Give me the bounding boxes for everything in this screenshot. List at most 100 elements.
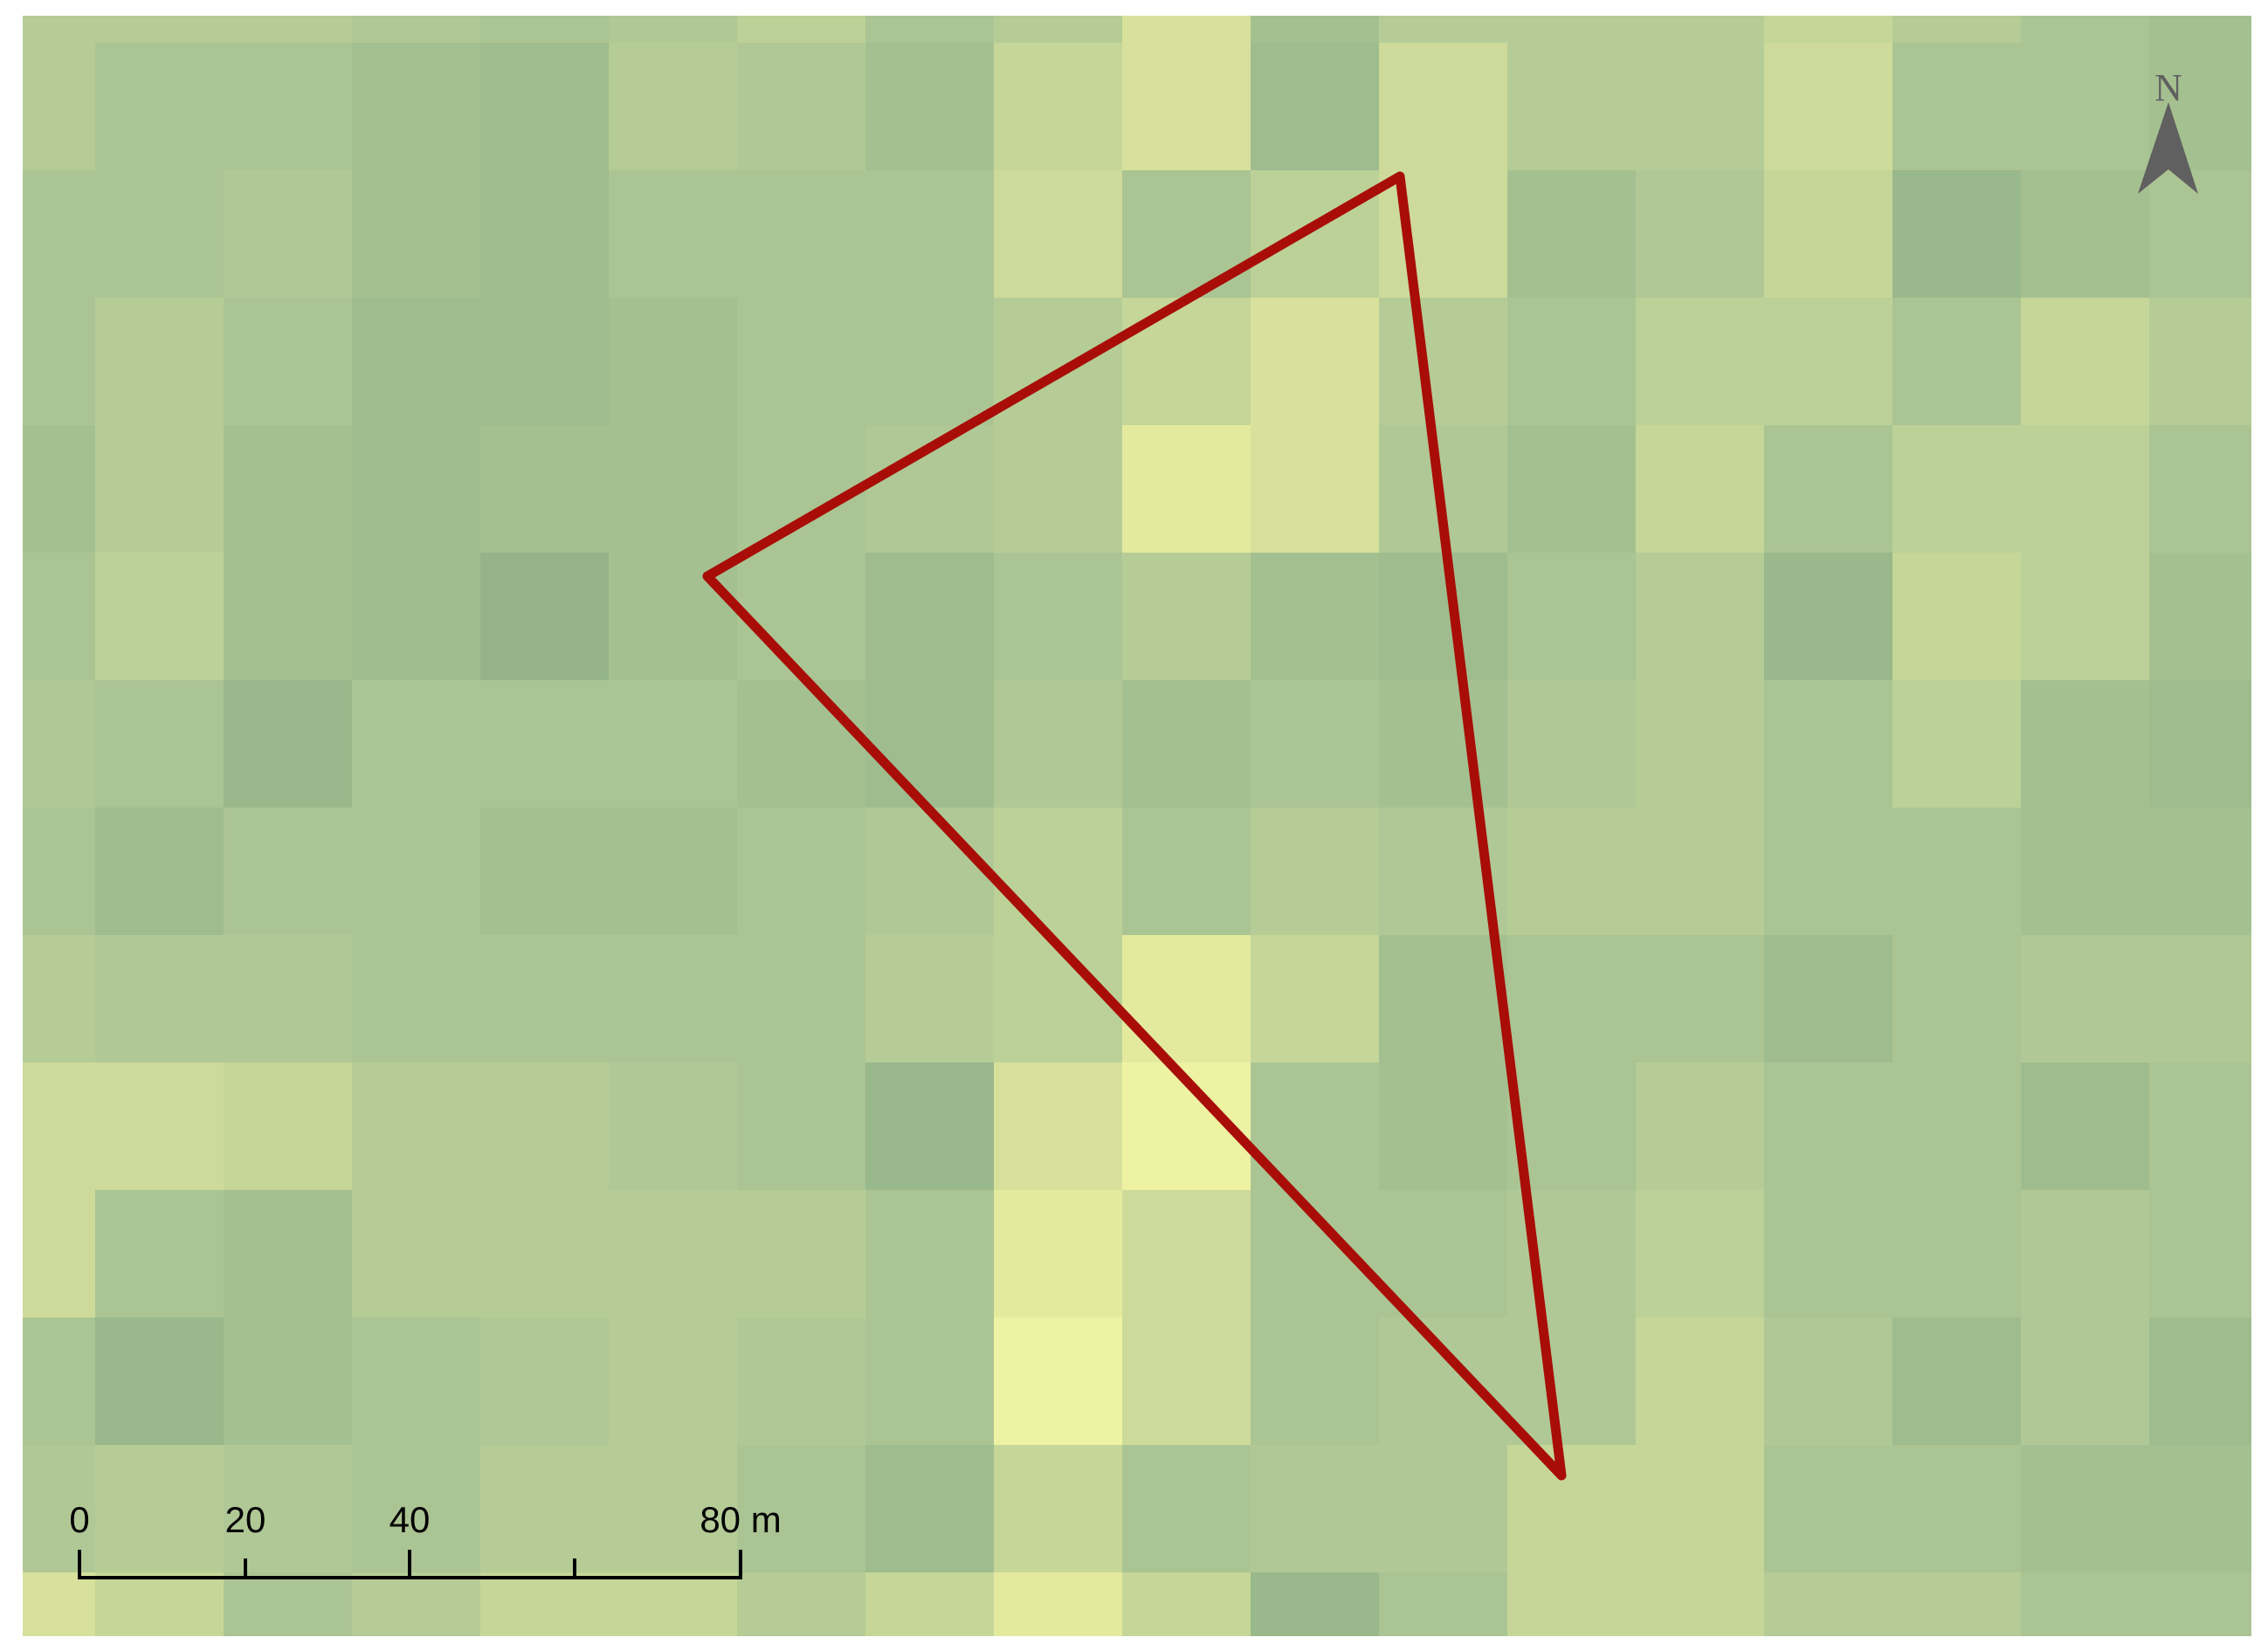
- raster-cell: [23, 553, 95, 680]
- raster-cell: [1122, 1572, 1251, 1636]
- raster-cell: [2021, 425, 2149, 553]
- raster-cell: [609, 170, 737, 298]
- raster-cell: [1636, 425, 1764, 553]
- raster-cell: [2021, 43, 2149, 170]
- north-arrow-icon: [2138, 102, 2198, 194]
- raster-cell: [2021, 1063, 2149, 1190]
- raster-cell: [609, 680, 737, 808]
- raster-cell: [1379, 680, 1507, 808]
- raster-cell: [2149, 1063, 2251, 1190]
- raster-cell: [1507, 298, 1636, 425]
- raster-cell: [1251, 1572, 1379, 1636]
- raster-cell: [95, 553, 224, 680]
- raster-cell: [23, 1572, 95, 1636]
- raster-cell: [2149, 680, 2251, 808]
- raster-cell: [1379, 1445, 1507, 1572]
- raster-cell: [994, 43, 1122, 170]
- raster-cell: [1636, 808, 1764, 935]
- raster-cell: [224, 808, 352, 935]
- raster-cell: [2149, 170, 2251, 298]
- raster-cell: [1892, 1572, 2021, 1636]
- raster-cell: [1764, 1317, 1892, 1445]
- raster-cell: [480, 43, 609, 170]
- raster-cell: [1636, 16, 1764, 43]
- raster-cell: [1379, 935, 1507, 1063]
- raster-cell: [737, 680, 865, 808]
- raster-cell: [1251, 1317, 1379, 1445]
- raster-cell: [23, 1190, 95, 1317]
- raster-cell: [1636, 1445, 1764, 1572]
- raster-cell: [480, 935, 609, 1063]
- raster-cell: [865, 1317, 994, 1445]
- raster-cell: [865, 298, 994, 425]
- north-label: N: [2154, 66, 2182, 109]
- raster-cell: [1507, 1572, 1636, 1636]
- raster-cell: [1122, 553, 1251, 680]
- raster-cell: [1892, 808, 2021, 935]
- raster-cell: [480, 1572, 609, 1636]
- raster-cell: [609, 935, 737, 1063]
- raster-cell: [23, 1317, 95, 1445]
- raster-cell: [352, 16, 480, 43]
- raster-cell: [2021, 1190, 2149, 1317]
- raster-cell: [23, 43, 95, 170]
- raster-cell: [1892, 16, 2021, 43]
- raster-cell: [1379, 43, 1507, 170]
- raster-cell: [1892, 1063, 2021, 1190]
- raster-cell: [352, 298, 480, 425]
- raster-cell: [609, 1445, 737, 1572]
- raster-cell: [2021, 553, 2149, 680]
- raster-cell: [2021, 170, 2149, 298]
- raster-cell: [737, 553, 865, 680]
- raster-cell: [737, 1063, 865, 1190]
- raster-cell: [95, 680, 224, 808]
- raster-cell: [994, 680, 1122, 808]
- raster-cell: [2021, 1572, 2149, 1636]
- raster-cell: [480, 16, 609, 43]
- raster-cell: [352, 935, 480, 1063]
- raster-cell: [1379, 553, 1507, 680]
- raster-cell: [737, 298, 865, 425]
- raster-cell: [1764, 680, 1892, 808]
- raster-cell: [224, 298, 352, 425]
- raster-cell: [95, 1063, 224, 1190]
- raster-cell: [1122, 16, 1251, 43]
- raster-cell: [609, 43, 737, 170]
- raster-cell: [1764, 935, 1892, 1063]
- raster-cell: [23, 298, 95, 425]
- raster-cell: [480, 680, 609, 808]
- raster-cell: [865, 935, 994, 1063]
- raster-cell: [1636, 1572, 1764, 1636]
- raster-cell: [2149, 935, 2251, 1063]
- raster-cell: [1507, 1063, 1636, 1190]
- raster-cell: [480, 553, 609, 680]
- raster-cell: [1507, 43, 1636, 170]
- raster-cell: [224, 43, 352, 170]
- raster-cell: [865, 1190, 994, 1317]
- raster-cell: [1636, 1063, 1764, 1190]
- raster-cell: [1764, 298, 1892, 425]
- scale-bar-label: 20: [225, 1499, 266, 1540]
- raster-cell: [23, 1445, 95, 1572]
- raster-cell: [23, 1063, 95, 1190]
- raster-cell: [737, 1572, 865, 1636]
- raster-cell: [1764, 808, 1892, 935]
- raster-cell: [609, 808, 737, 935]
- raster-cell: [1251, 680, 1379, 808]
- raster-cell: [352, 1317, 480, 1445]
- raster-cell: [352, 808, 480, 935]
- raster-cell: [994, 425, 1122, 553]
- raster-cell: [994, 1445, 1122, 1572]
- raster-cell: [865, 1572, 994, 1636]
- raster-cell: [1764, 1063, 1892, 1190]
- raster-cell: [1251, 808, 1379, 935]
- raster-cell: [994, 1572, 1122, 1636]
- raster-cell: [865, 170, 994, 298]
- map-viewport[interactable]: N 0 20 40 80 m: [23, 16, 2251, 1636]
- raster-cell: [352, 680, 480, 808]
- raster-cell: [480, 425, 609, 553]
- raster-cell: [737, 425, 865, 553]
- raster-cell: [1251, 553, 1379, 680]
- raster-cell: [737, 43, 865, 170]
- raster-cell: [1892, 298, 2021, 425]
